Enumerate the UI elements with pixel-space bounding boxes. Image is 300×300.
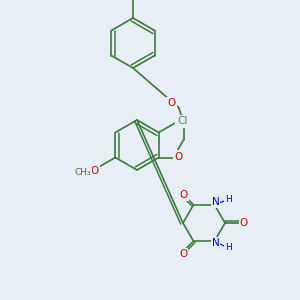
Text: O: O: [167, 98, 176, 109]
Text: CH₃: CH₃: [74, 168, 91, 177]
Text: O: O: [175, 152, 183, 161]
Text: N: N: [212, 197, 219, 207]
Text: N: N: [212, 238, 219, 248]
Text: H: H: [225, 243, 232, 252]
Text: O: O: [179, 190, 188, 200]
Text: H: H: [225, 195, 232, 204]
Text: O: O: [91, 167, 99, 176]
Text: O: O: [240, 218, 248, 228]
Text: Cl: Cl: [177, 116, 188, 127]
Text: O: O: [179, 249, 187, 259]
